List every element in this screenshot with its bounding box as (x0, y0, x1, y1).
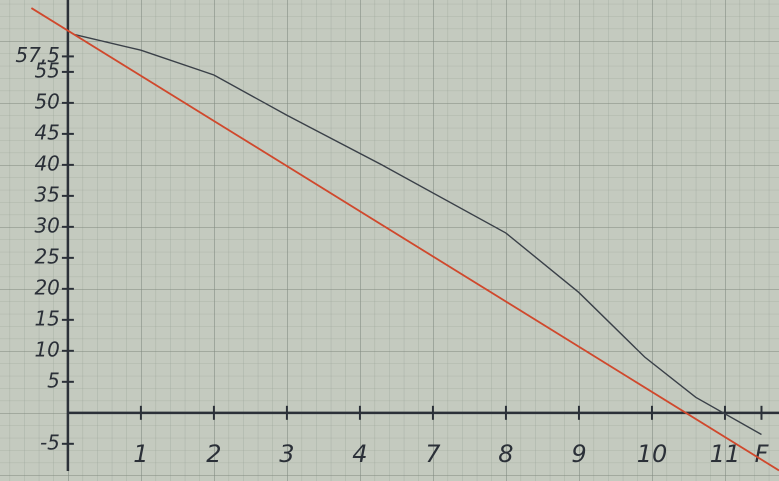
y-tick-label: 40 (34, 151, 59, 175)
y-tick-label: -5 (40, 430, 60, 454)
x-tick-label: 9 (571, 440, 586, 468)
y-tick-label: 55 (34, 58, 59, 82)
y-tick-label: 25 (34, 244, 59, 268)
line (75, 34, 762, 436)
y-tick-label: 50 (34, 89, 59, 113)
x-tick-label: 8 (498, 440, 513, 468)
y-tick-label: 5 (47, 368, 60, 392)
x-tick-label: 7 (425, 440, 441, 468)
x-tick-label: 2 (206, 440, 221, 468)
x-tick-label: 10 (637, 440, 668, 468)
y-tick-label: 30 (34, 213, 59, 237)
line (30, 7, 779, 472)
x-tick-label: F (755, 440, 770, 468)
y-tick-label: 45 (34, 120, 59, 144)
x-tick-label: 1 (133, 440, 148, 468)
x-tick-label: 3 (279, 440, 294, 468)
y-tick-label: 10 (34, 337, 59, 361)
y-tick-label: 15 (34, 306, 59, 330)
x-tick-label: 4 (352, 440, 367, 468)
y-tick-label: 35 (34, 182, 59, 206)
y-tick-label: 57,5 (15, 43, 60, 67)
x-tick-label: 11 (710, 440, 741, 468)
y-tick-label: 20 (34, 275, 59, 299)
